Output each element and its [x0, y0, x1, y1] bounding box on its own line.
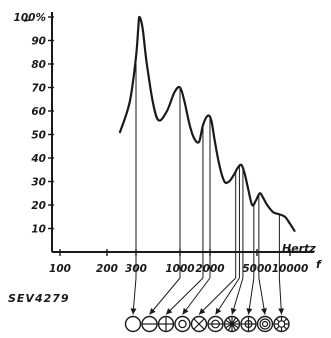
symbol-ray: [275, 318, 280, 323]
figure-reference: SEV4279: [8, 292, 70, 305]
symbol-ring-inner: [261, 320, 269, 328]
arrow-head: [246, 308, 253, 315]
x-axis-ticks: 100 200 300 1000 2000 5000 10000: [49, 249, 308, 275]
y-tick-label: 30: [31, 177, 46, 189]
double-ring-circle-icon: [256, 315, 274, 333]
marker-symbols: [124, 315, 290, 333]
arrow-head: [230, 307, 237, 315]
arrow-head: [130, 308, 137, 315]
arrow-head: [261, 308, 267, 315]
horizontal-bar-circle-icon: [141, 315, 158, 333]
marker-arrows: [130, 277, 285, 315]
symbol-outline: [174, 315, 191, 333]
symbol-ray: [283, 325, 288, 330]
symbol-ray: [283, 318, 288, 323]
y-tick-label: 70: [31, 83, 46, 95]
y-tick-label: 100%: [14, 12, 46, 24]
symbol-ring: [178, 319, 187, 329]
ring-circle-icon: [174, 315, 191, 333]
x-tick-label: 10000: [272, 263, 309, 275]
marker-arrow: [165, 277, 204, 315]
marker-arrow: [258, 277, 266, 315]
arrow-head: [166, 308, 173, 315]
corner-tick: [23, 19, 31, 22]
arrow-head: [215, 307, 222, 315]
x-tick-label: 200: [96, 263, 118, 275]
y-axis-ticks: 10 20 30 40 50 60 70 80 90 100%: [14, 12, 54, 236]
y-tick-label: 50: [31, 130, 46, 142]
arrow-head: [278, 308, 285, 315]
plus-circle-icon: [240, 315, 257, 333]
x-axis-title: Hertz: [282, 242, 316, 255]
bar-in-circle-icon: [207, 315, 224, 333]
arrow-head: [149, 307, 156, 315]
asterisk-circle-icon: [223, 315, 241, 333]
cross-circle-icon: [157, 315, 175, 333]
marker-arrow: [278, 277, 282, 315]
frequency-drop-lines: [135, 56, 280, 278]
x-tick-label: 5000: [242, 263, 271, 275]
x-axis-symbol: f: [316, 258, 322, 271]
symbol-spoke: [225, 319, 239, 329]
response-curve: [118, 15, 296, 232]
symbol-d2: [193, 318, 205, 330]
marker-arrow: [231, 277, 244, 315]
y-tick-label: 20: [31, 200, 46, 212]
marker-arrow: [215, 277, 240, 315]
marker-arrow: [132, 277, 137, 315]
x-circle-icon: [190, 315, 208, 333]
y-tick-label: 90: [31, 36, 46, 48]
marker-arrow: [149, 277, 181, 315]
marker-arrow: [198, 277, 237, 315]
arrow-head: [182, 307, 189, 315]
arrow-head: [199, 308, 206, 315]
symbol-outline: [124, 315, 142, 333]
marker-arrow: [182, 277, 211, 315]
chart-axes: [23, 12, 314, 253]
y-tick-label: 60: [31, 106, 46, 118]
symbol-ray: [275, 325, 280, 330]
y-tick-label: 80: [31, 59, 46, 71]
plain-circle-icon: [124, 315, 142, 333]
symbol-ring-outer: [259, 318, 271, 330]
star-circle-icon: [273, 315, 290, 333]
x-tick-label: 100: [49, 263, 71, 275]
y-tick-label: 10: [31, 224, 46, 236]
marker-arrow: [248, 277, 255, 315]
y-tick-label: 40: [30, 153, 46, 165]
